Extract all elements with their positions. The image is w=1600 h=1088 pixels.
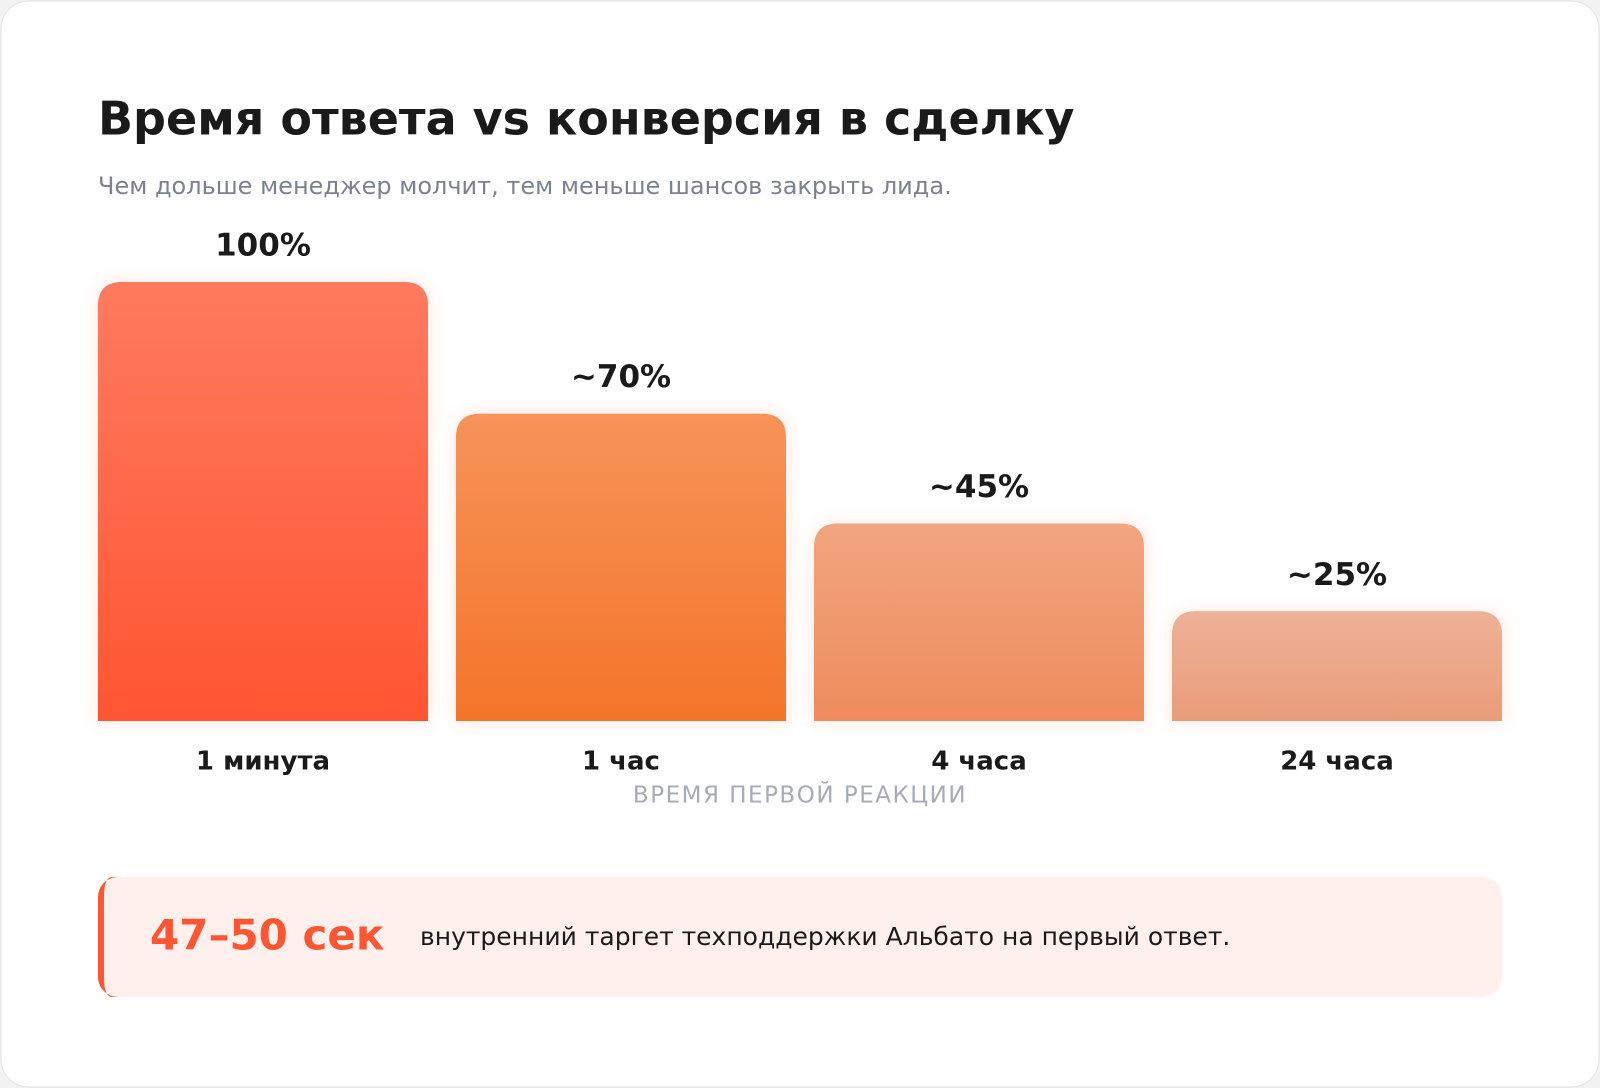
bar-shine (814, 523, 1144, 721)
chart-title: Время ответа vs конверсия в сделку (98, 92, 1075, 146)
value-label: ~25% (1287, 557, 1387, 593)
callout-accent (98, 877, 118, 997)
callout-box (98, 877, 1502, 997)
x-axis-title: ВРЕМЯ ПЕРВОЙ РЕАКЦИИ (633, 781, 967, 809)
x-tick-label: 1 минута (196, 747, 330, 777)
callout-text: внутренний таргет техподдержки Альбато н… (420, 922, 1230, 951)
value-label: 100% (215, 228, 311, 264)
chart-subtitle: Чем дольше менеджер молчит, тем меньше ш… (98, 172, 952, 200)
x-tick-label: 24 часа (1280, 747, 1394, 777)
bar-shine (1172, 611, 1502, 721)
bar-shine (456, 413, 786, 721)
callout-highlight: 47–50 сек (150, 911, 384, 960)
bar-shine (98, 282, 428, 721)
x-tick-label: 1 час (582, 747, 660, 777)
value-label: ~70% (571, 359, 671, 395)
x-tick-label: 4 часа (931, 747, 1027, 777)
value-label: ~45% (929, 469, 1029, 505)
